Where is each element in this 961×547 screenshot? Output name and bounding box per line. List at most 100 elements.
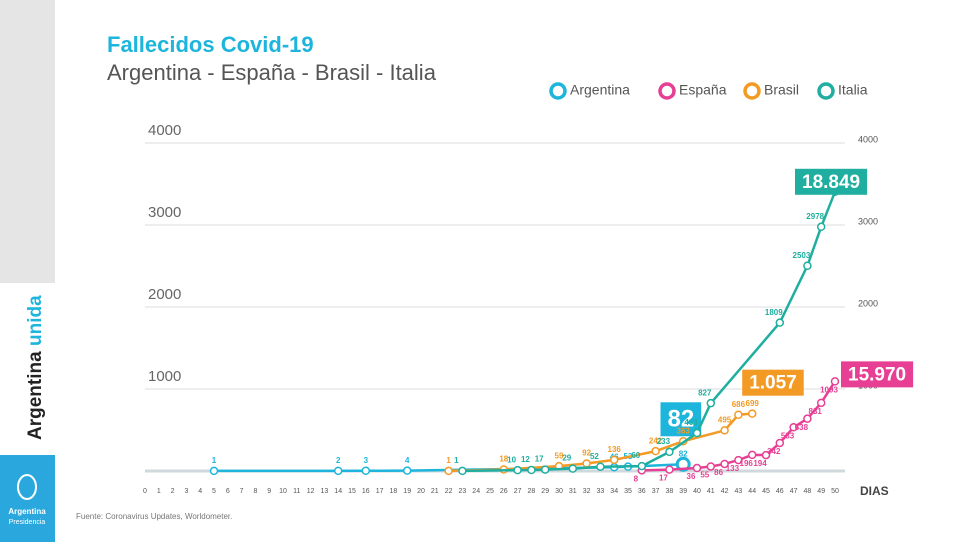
x-tick-label: 13 (321, 488, 329, 495)
data-label: 194 (753, 459, 767, 468)
x-tick-label: 18 (390, 488, 398, 495)
data-point (734, 455, 743, 465)
data-label: 495 (718, 416, 732, 425)
data-point (609, 455, 619, 465)
legend-marker (743, 82, 761, 100)
x-tick-label: 12 (307, 488, 315, 495)
data-label: 2978 (806, 212, 824, 221)
data-label: 2 (336, 456, 341, 465)
x-tick-label: 2 (171, 488, 175, 495)
logo-text: Argentina (8, 507, 46, 516)
x-tick-label: 14 (334, 488, 342, 495)
data-point (651, 446, 660, 456)
data-label: 36 (687, 472, 696, 481)
series-line (448, 412, 753, 473)
data-point (803, 261, 812, 271)
x-tick-label: 20 (417, 488, 425, 495)
x-tick-label: 49 (817, 488, 825, 495)
data-point (775, 438, 785, 448)
data-label: 1 (212, 456, 217, 465)
x-tick-label: 28 (528, 488, 536, 495)
x-tick-label: 5 (212, 488, 216, 495)
x-tick-label: 3 (184, 488, 188, 495)
data-point (209, 466, 219, 476)
data-label: 699 (746, 399, 760, 408)
data-point (665, 465, 674, 474)
x-tick-label: 4 (198, 488, 202, 495)
data-point (761, 450, 771, 460)
data-point (402, 466, 412, 475)
x-tick-label: 9 (267, 488, 271, 495)
x-tick-label: 15 (348, 488, 356, 495)
data-point (816, 398, 826, 408)
data-label: 342 (767, 447, 781, 456)
data-point (775, 318, 785, 327)
x-axis-label: DIAS (860, 484, 889, 498)
x-tick-label: 46 (776, 488, 784, 495)
data-label: 17 (659, 474, 668, 483)
data-label: 242 (649, 436, 663, 445)
data-point (513, 465, 522, 475)
data-point (458, 466, 467, 476)
data-point (830, 377, 840, 386)
data-label: 136 (608, 445, 622, 454)
x-tick-label: 26 (500, 488, 508, 495)
sidebar-word: unida (25, 295, 46, 346)
x-tick-label: 7 (240, 488, 244, 495)
chart-title: Fallecidos Covid-19 (107, 32, 314, 57)
data-point (747, 450, 757, 460)
x-tick-label: 48 (804, 488, 812, 495)
data-point (706, 462, 716, 471)
legend-label: Brasil (764, 82, 799, 98)
y2-tick-label: 2000 (858, 298, 878, 308)
legend-label: España (679, 82, 727, 98)
legend-marker (549, 82, 567, 100)
data-label: 29 (562, 454, 571, 463)
data-label: 18 (499, 455, 508, 464)
data-label: 12 (521, 455, 530, 464)
logo-text: Presidencia (9, 519, 46, 526)
legend-marker (817, 82, 835, 100)
x-tick-label: 41 (707, 488, 715, 495)
data-label: 3 (364, 456, 369, 465)
x-tick-label: 11 (293, 488, 300, 495)
data-point (720, 459, 729, 469)
x-tick-label: 21 (431, 488, 439, 495)
data-label: 1809 (765, 308, 783, 317)
x-tick-label: 23 (459, 488, 467, 495)
data-point (582, 459, 591, 468)
data-point (747, 409, 757, 418)
data-point (568, 464, 578, 473)
data-point (361, 466, 371, 476)
series-line (462, 191, 837, 473)
data-label: 133 (726, 464, 740, 473)
data-label: 827 (698, 388, 712, 397)
x-tick-label: 17 (376, 488, 384, 495)
x-tick-label: 31 (569, 488, 577, 495)
logo-emblem (17, 474, 37, 500)
x-tick-label: 25 (486, 488, 494, 495)
x-tick-label: 35 (624, 488, 632, 495)
data-label: 60 (631, 451, 640, 460)
y-tick-label: 3000 (148, 204, 181, 221)
legend-label: Italia (838, 82, 868, 98)
data-point (803, 414, 812, 423)
x-tick-label: 16 (362, 488, 370, 495)
x-tick-label: 38 (666, 488, 674, 495)
y-tick-label: 4000 (148, 122, 181, 139)
total-label: 82 (667, 406, 694, 433)
x-tick-label: 30 (555, 488, 563, 495)
data-point (444, 466, 453, 476)
data-label: 8 (634, 474, 639, 483)
total-label: 15.970 (848, 364, 906, 385)
y2-tick-label: 4000 (858, 134, 878, 144)
y-tick-label: 1000 (148, 368, 181, 385)
x-tick-label: 0 (143, 488, 147, 495)
data-point (665, 447, 674, 457)
x-tick-label: 8 (253, 488, 257, 495)
data-label: 831 (809, 407, 823, 416)
x-tick-label: 22 (445, 488, 453, 495)
data-label: 86 (714, 468, 723, 477)
total-label: 18.849 (802, 172, 860, 193)
